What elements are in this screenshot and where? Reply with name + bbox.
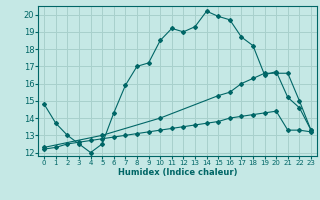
X-axis label: Humidex (Indice chaleur): Humidex (Indice chaleur) xyxy=(118,168,237,177)
